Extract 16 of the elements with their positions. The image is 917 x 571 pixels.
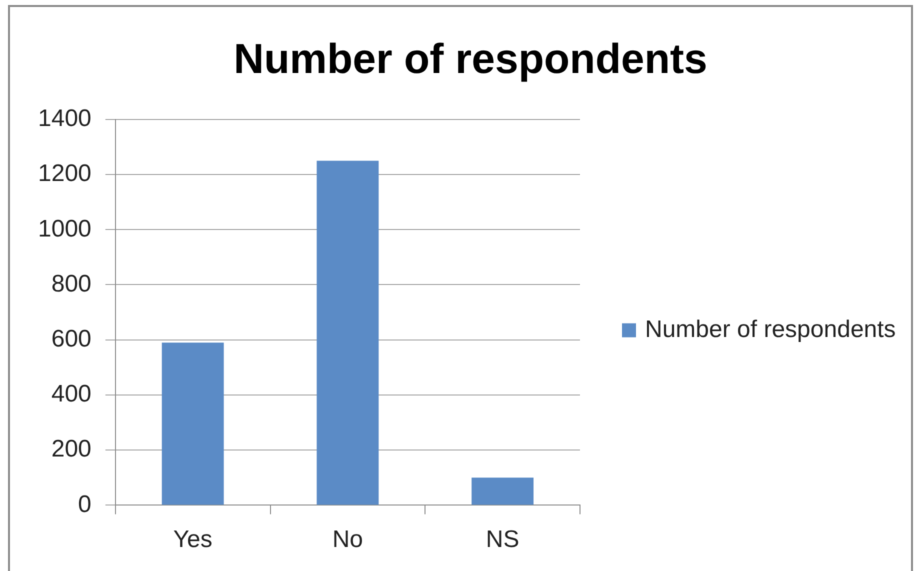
y-tick-label: 1000 bbox=[38, 215, 92, 242]
y-tick-label: 400 bbox=[51, 380, 92, 408]
y-tick-label: 200 bbox=[51, 436, 92, 463]
y-tick-label: 1200 bbox=[38, 160, 92, 188]
x-tick-label: No bbox=[332, 526, 364, 554]
y-tick-label: 0 bbox=[78, 490, 92, 518]
y-tick-label: 1400 bbox=[38, 105, 92, 132]
y-tick-label: 800 bbox=[51, 270, 92, 298]
y-tick-label: 600 bbox=[51, 325, 92, 352]
x-tick-label: NS bbox=[486, 526, 520, 554]
bar bbox=[162, 342, 224, 505]
x-tick-label: Yes bbox=[173, 526, 212, 554]
bar bbox=[316, 160, 379, 505]
bar bbox=[472, 478, 534, 505]
chart-title: Number of respondents bbox=[234, 34, 708, 82]
legend-label: Number of respondents bbox=[645, 316, 896, 343]
